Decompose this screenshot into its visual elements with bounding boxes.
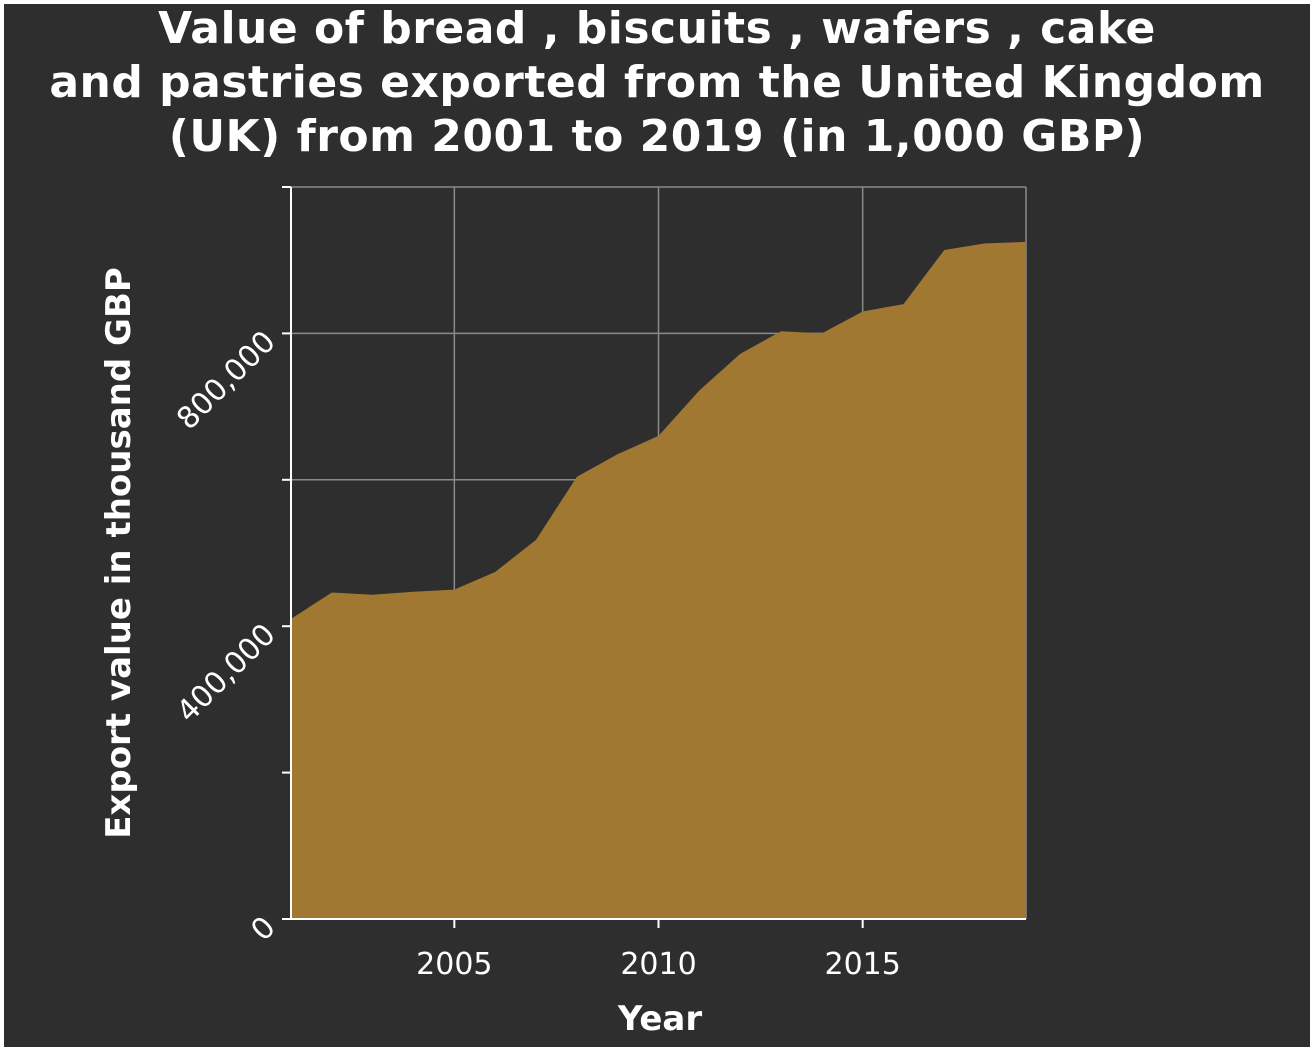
x-axis-label: Year [617,999,703,1039]
chart-title-line-1: Value of bread , biscuits , wafers , cak… [158,3,1156,54]
y-axis-label: Export value in thousand GBP [99,267,139,839]
x-axis-ticks: 2005 2010 2015 [416,919,901,982]
chart-title-line-3: (UK) from 2001 to 2019 (in 1,000 GBP) [168,111,1146,162]
export-value-area [291,241,1026,919]
chart-title-line-2: and pastries exported from the United Ki… [49,57,1265,108]
y-tick-label: 400,000 [170,617,282,729]
chart-title: Value of bread , biscuits , wafers , cak… [0,2,1314,164]
x-tick-label: 2015 [824,947,900,982]
x-tick-label: 2005 [416,947,492,982]
y-tick-label: 800,000 [170,324,282,436]
y-tick-label: 0 [244,910,282,948]
x-tick-label: 2010 [620,947,696,982]
y-axis-ticks: 0 400,000 800,000 [170,186,291,948]
